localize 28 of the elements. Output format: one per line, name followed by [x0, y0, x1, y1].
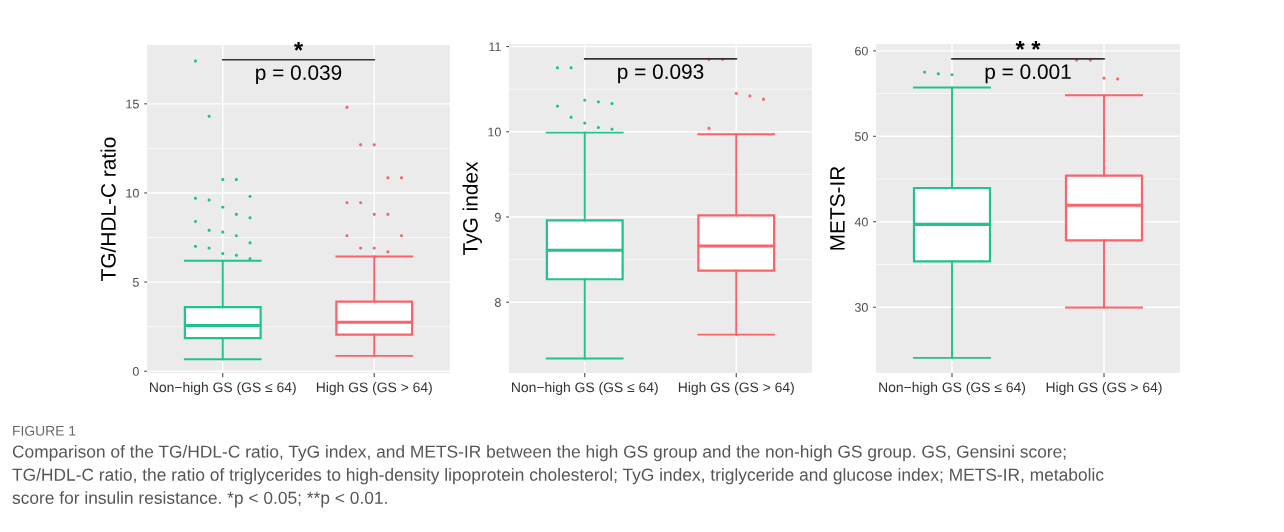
annotation: p = 0.001: [985, 64, 1071, 84]
y-tick-label: 8: [494, 298, 501, 307]
y-axis-title: TyG index: [462, 161, 482, 255]
annotation: p = 0.039: [256, 65, 342, 85]
y-tick-label: 40: [854, 217, 868, 227]
y-tick-label: 0: [132, 367, 139, 376]
x-tick-label: High GS (GS > 64): [316, 382, 432, 395]
x-tick-label: Non−high GS (GS ≤ 64): [150, 382, 296, 395]
y-tick-label: 10: [126, 188, 139, 198]
y-tick-label: 5: [132, 278, 139, 287]
y-tick-label: 50: [854, 132, 868, 141]
x-tick-label: Non−high GS (GS ≤ 64): [512, 382, 658, 395]
y-tick-label: 30: [854, 303, 868, 312]
annotation: *: [293, 41, 304, 51]
x-tick-label: High GS (GS > 64): [678, 382, 794, 395]
annotation: p = 0.093: [618, 64, 704, 84]
y-axis-title: TG/HDL-C ratio: [100, 137, 116, 281]
x-tick-label: High GS (GS > 64): [1046, 382, 1162, 395]
annotation: * *: [1015, 40, 1041, 50]
y-tick-label: 10: [488, 127, 501, 137]
y-axis-title: METS-IR: [830, 166, 845, 250]
y-tick-label: 60: [855, 46, 868, 56]
y-tick-label: 11: [489, 42, 501, 52]
x-tick-label: Non−high GS (GS ≤ 64): [879, 382, 1026, 395]
text: Comparison of the TG/HDL-C ratio, TyG index, and METS-IR between the high GS group and the non-high GS group. GS, Gensini score; TG/HDL-C ratio, the ratio of triglycerides to high-density lipoprotein cholesterol; TyG index, triglyceride and glucose index; METS-IR, metabolic score for insulin resistance. *p < 0.05; **p < 0.01.: [12, 445, 1104, 508]
text: FIGURE 1: [13, 425, 76, 436]
y-tick-label: 9: [495, 212, 501, 222]
y-tick-label: 15: [126, 99, 139, 109]
